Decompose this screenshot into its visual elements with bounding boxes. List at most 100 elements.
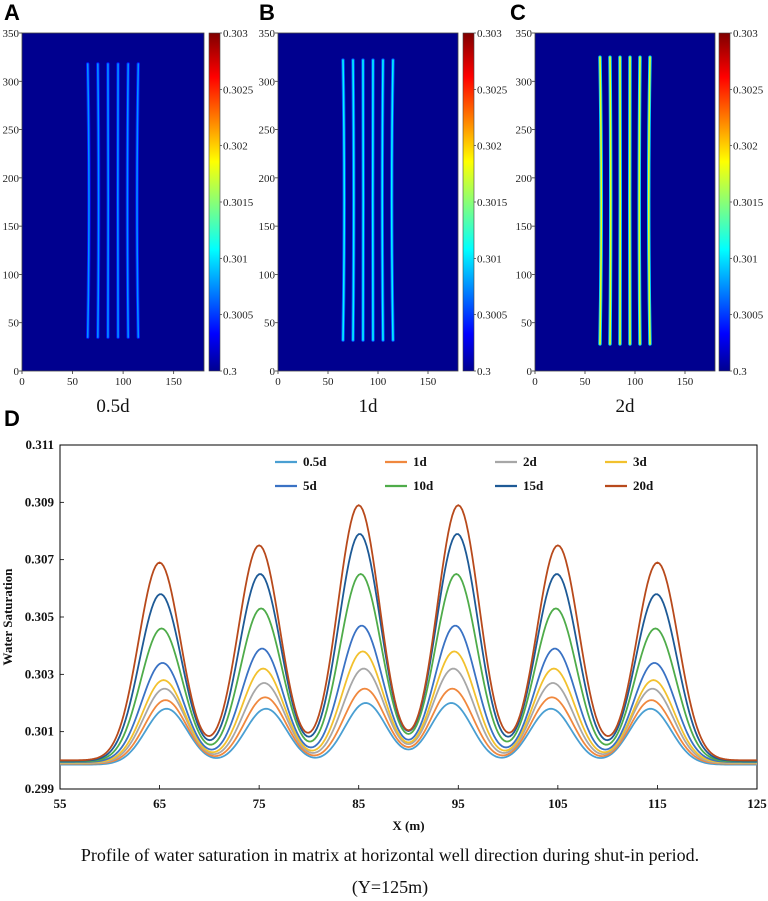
colorbar-tick-label: 0.3005 xyxy=(477,310,508,322)
x-tick-label: 65 xyxy=(153,796,167,811)
y-tick-label: 0.299 xyxy=(25,781,55,796)
colorbar-tick-label: 0.3015 xyxy=(477,197,508,209)
fracture-5 xyxy=(126,63,129,338)
colorbar-tick-label: 0.301 xyxy=(477,253,502,265)
y-tick-label: 300 xyxy=(3,76,20,88)
y-tick-label: 50 xyxy=(521,318,533,330)
x-tick-label: 115 xyxy=(648,796,667,811)
series-line-0.5d xyxy=(60,702,757,766)
fracture-6 xyxy=(136,63,140,338)
heatmap-frame xyxy=(534,32,716,372)
x-tick-label: 55 xyxy=(54,796,68,811)
fracture-5 xyxy=(381,59,384,341)
x-tick-label: 100 xyxy=(115,376,132,388)
y-tick-label: 0.311 xyxy=(25,437,54,452)
series-line-2d xyxy=(60,667,757,765)
x-tick-label: 50 xyxy=(580,376,592,388)
colorbar-tick-label: 0.3025 xyxy=(223,84,254,96)
colorbar xyxy=(462,32,475,372)
colorbar-tick-label: 0.3025 xyxy=(477,84,508,96)
y-tick-label: 200 xyxy=(516,173,533,185)
y-tick-label: 0.309 xyxy=(25,494,55,509)
colorbar-tick-label: 0.3015 xyxy=(733,197,764,209)
y-tick-label: 250 xyxy=(3,125,20,137)
colorbar-tick-label: 0.3005 xyxy=(733,310,764,322)
fracture-2 xyxy=(609,56,612,345)
legend-label-20d: 20d xyxy=(633,478,654,493)
x-tick-label: 150 xyxy=(420,376,437,388)
y-tick-label: 300 xyxy=(259,76,276,88)
colorbar-tick-label: 0.3 xyxy=(223,366,237,378)
y-tick-label: 300 xyxy=(516,76,533,88)
fracture-5 xyxy=(638,56,641,345)
y-tick-label: 100 xyxy=(259,269,276,281)
x-tick-label: 100 xyxy=(370,376,387,388)
x-tick-label: 100 xyxy=(627,376,644,388)
colorbar-tick-label: 0.3015 xyxy=(223,197,254,209)
plot-area xyxy=(59,444,758,790)
caption-line-2: (Y=125m) xyxy=(352,877,428,898)
y-tick-label: 0.305 xyxy=(25,609,55,624)
y-tick-label: 350 xyxy=(259,28,276,40)
fracture-6 xyxy=(390,59,394,341)
legend-label-10d: 10d xyxy=(413,478,434,493)
y-tick-label: 350 xyxy=(3,28,20,40)
series-line-3d xyxy=(60,650,757,764)
y-tick-label: 0 xyxy=(270,366,276,378)
legend-label-1d: 1d xyxy=(413,454,428,469)
y-tick-label: 250 xyxy=(259,125,276,137)
series-line-20d xyxy=(60,504,757,762)
series-line-1d xyxy=(60,687,757,765)
y-tick-label: 100 xyxy=(3,269,20,281)
x-tick-label: 0 xyxy=(532,376,538,388)
y-tick-label: 200 xyxy=(3,173,20,185)
legend-label-15d: 15d xyxy=(523,478,544,493)
colorbar-tick-label: 0.3025 xyxy=(733,84,764,96)
heatmap-field xyxy=(22,33,204,371)
fracture-2 xyxy=(97,63,100,338)
legend-label-0.5d: 0.5d xyxy=(303,454,327,469)
y-tick-label: 150 xyxy=(259,221,276,233)
x-tick-label: 50 xyxy=(67,376,79,388)
heatmap-frame xyxy=(277,32,459,372)
x-tick-label: 150 xyxy=(165,376,182,388)
fracture-1 xyxy=(86,63,90,338)
panel-label: A xyxy=(4,0,20,25)
colorbar-tick-label: 0.3 xyxy=(477,366,491,378)
fracture-2 xyxy=(352,59,355,341)
x-tick-label: 0 xyxy=(19,376,25,388)
y-tick-label: 100 xyxy=(516,269,533,281)
y-tick-label: 0.303 xyxy=(25,666,55,681)
x-axis-label: X (m) xyxy=(392,818,424,833)
colorbar-tick-label: 0.3 xyxy=(733,366,747,378)
y-tick-label: 0.307 xyxy=(25,552,55,567)
colorbar xyxy=(208,32,221,372)
colorbar-tick-label: 0.303 xyxy=(477,28,502,40)
colorbar-tick-label: 0.302 xyxy=(223,141,248,153)
x-tick-label: 75 xyxy=(253,796,267,811)
heatmap-frame xyxy=(21,32,205,372)
y-tick-label: 50 xyxy=(264,318,276,330)
colorbar-tick-label: 0.302 xyxy=(477,141,502,153)
legend-label-3d: 3d xyxy=(633,454,648,469)
x-tick-label: 95 xyxy=(452,796,466,811)
panel-label: D xyxy=(4,406,20,431)
series-line-10d xyxy=(60,573,757,763)
x-tick-label: 150 xyxy=(677,376,694,388)
y-tick-label: 150 xyxy=(3,221,20,233)
x-tick-label: 85 xyxy=(352,796,366,811)
panel-subtitle: 1d xyxy=(359,396,379,417)
caption-line-1: Profile of water saturation in matrix at… xyxy=(81,845,699,865)
colorbar xyxy=(718,32,731,372)
colorbar-tick-label: 0.302 xyxy=(733,141,758,153)
colorbar-tick-label: 0.3005 xyxy=(223,310,254,322)
fracture-6 xyxy=(647,56,651,345)
panel-label: B xyxy=(259,0,275,25)
legend-label-2d: 2d xyxy=(523,454,538,469)
legend-label-5d: 5d xyxy=(303,478,318,493)
panel-subtitle: 0.5d xyxy=(96,396,130,417)
